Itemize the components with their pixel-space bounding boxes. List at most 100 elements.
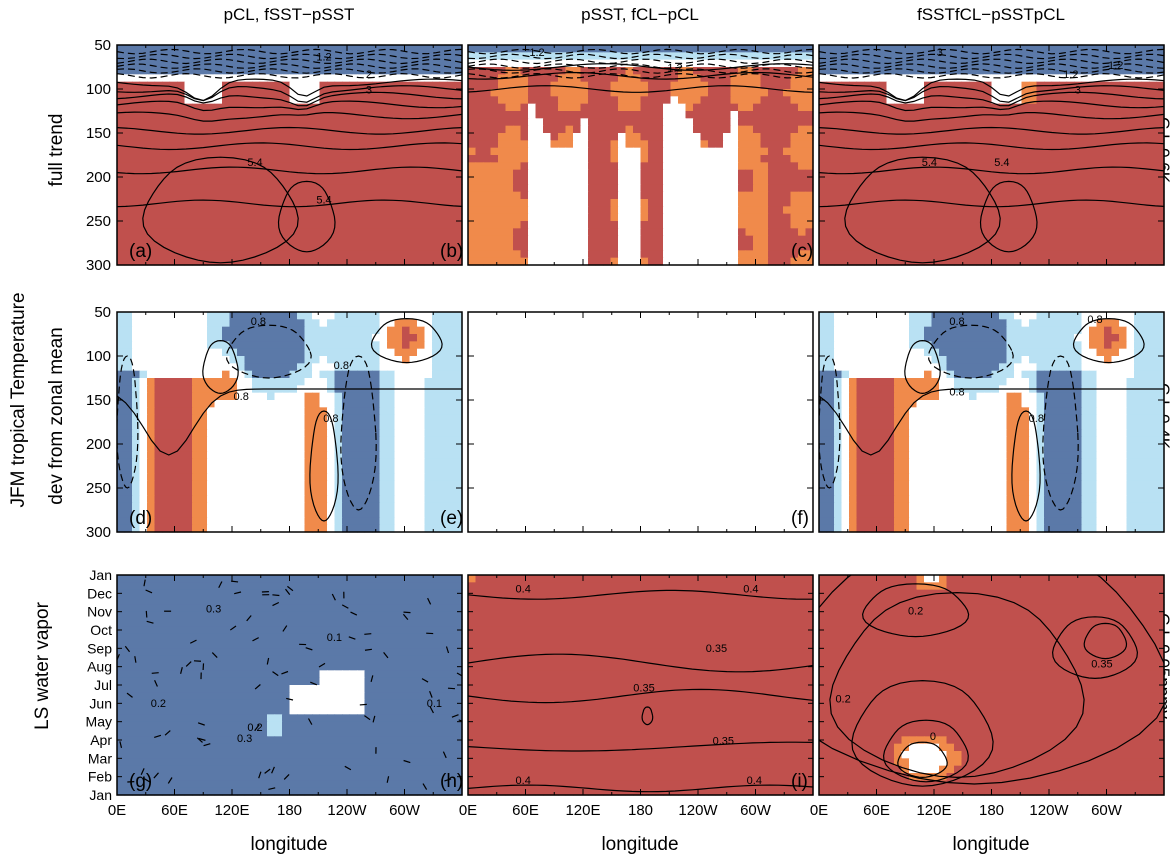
shade-cell [447, 191, 456, 200]
shade-cell [402, 199, 411, 207]
shade-cell [483, 213, 492, 222]
shade-cell [124, 59, 133, 68]
shade-cell [199, 74, 208, 83]
shade-cell [969, 111, 978, 119]
shade-cell [267, 414, 276, 423]
shade-cell [916, 213, 925, 222]
shade-cell [798, 81, 807, 90]
shade-cell [1119, 250, 1128, 259]
shade-cell [1044, 96, 1053, 105]
shade-cell [580, 96, 589, 105]
shade-cell [663, 133, 672, 141]
shade-cell [841, 147, 850, 156]
shade-cell [520, 59, 529, 68]
shade-cell [259, 155, 268, 163]
shade-cell [177, 243, 186, 251]
shade-cell [454, 392, 463, 401]
shade-cell [417, 169, 426, 178]
shade-cell [297, 125, 306, 134]
shade-cell [349, 407, 358, 416]
shade-cell [1059, 59, 1068, 68]
shade-cell [886, 147, 895, 156]
shade-cell [432, 407, 441, 416]
shade-cell [730, 74, 739, 83]
shade-cell [1119, 257, 1128, 266]
shade-cell [154, 155, 163, 163]
shade-cell [282, 184, 291, 193]
shade-cell [1141, 96, 1150, 105]
shade-cell [154, 235, 163, 244]
shade-cell [147, 206, 156, 215]
shade-cell [798, 162, 807, 171]
shade-cell [625, 125, 634, 134]
shade-cell [229, 356, 238, 364]
shade-cell [901, 191, 910, 200]
shade-cell [588, 81, 597, 90]
shade-cell [409, 125, 418, 134]
shade-cell [1104, 243, 1113, 251]
shade-cell [154, 111, 163, 119]
shade-cell [184, 74, 193, 83]
shade-cell [775, 213, 784, 222]
shade-cell [192, 206, 201, 215]
shade-cell [192, 125, 201, 134]
shade-cell [132, 111, 141, 119]
shade-cell [738, 228, 747, 237]
shade-cell [267, 133, 276, 141]
shade-cell [139, 103, 148, 112]
x-axis-label-1: longitude [250, 834, 327, 855]
shade-cell [432, 341, 441, 350]
shade-cell [856, 140, 865, 149]
shade-cell [222, 312, 231, 320]
shade-cell [886, 103, 895, 112]
shade-cell [132, 235, 141, 244]
shade-cell [693, 257, 702, 266]
shade-cell [364, 257, 373, 266]
positive-contour-line [819, 126, 1164, 135]
shade-cell [147, 111, 156, 119]
shade-cell [124, 103, 133, 112]
shade-cell [558, 213, 567, 222]
shade-cell [916, 221, 925, 229]
shade-cell [678, 228, 687, 237]
shade-cell [490, 125, 499, 134]
shade-cell [939, 111, 948, 119]
shade-cell [991, 118, 1000, 127]
shade-cell [924, 45, 933, 53]
shade-cell [984, 96, 993, 105]
shade-cell [364, 363, 373, 372]
shade-cell [894, 206, 903, 215]
shade-cell [319, 392, 328, 401]
shade-cell [454, 319, 463, 328]
shade-cell [192, 319, 201, 328]
shade-cell [312, 392, 321, 401]
shade-cell [417, 407, 426, 416]
shade-cell [342, 312, 351, 320]
shade-cell [999, 67, 1008, 75]
shade-cell [1156, 147, 1165, 156]
shade-cell [1044, 52, 1053, 61]
shade-cell [685, 111, 694, 119]
shade-cell [715, 177, 724, 185]
shade-cell [282, 312, 291, 320]
shade-cell [768, 52, 777, 61]
shade-cell [916, 257, 925, 266]
shade-cell [1104, 118, 1113, 127]
shade-cell [1096, 257, 1105, 266]
shade-cell [1029, 103, 1038, 112]
shade-cell [409, 147, 418, 156]
shade-cell [432, 221, 441, 229]
shade-cell [856, 52, 865, 61]
shade-cell [379, 177, 388, 185]
shade-cell [603, 147, 612, 156]
shade-cell [169, 206, 178, 215]
shade-cell [199, 81, 208, 90]
shade-cell [1074, 118, 1083, 127]
shade-cell [124, 228, 133, 237]
shade-cell [730, 257, 739, 266]
shade-cell [1006, 118, 1015, 127]
shade-cell [207, 213, 216, 222]
shade-cell [289, 356, 298, 364]
shade-cell [1051, 52, 1060, 61]
shade-cell [312, 81, 321, 90]
